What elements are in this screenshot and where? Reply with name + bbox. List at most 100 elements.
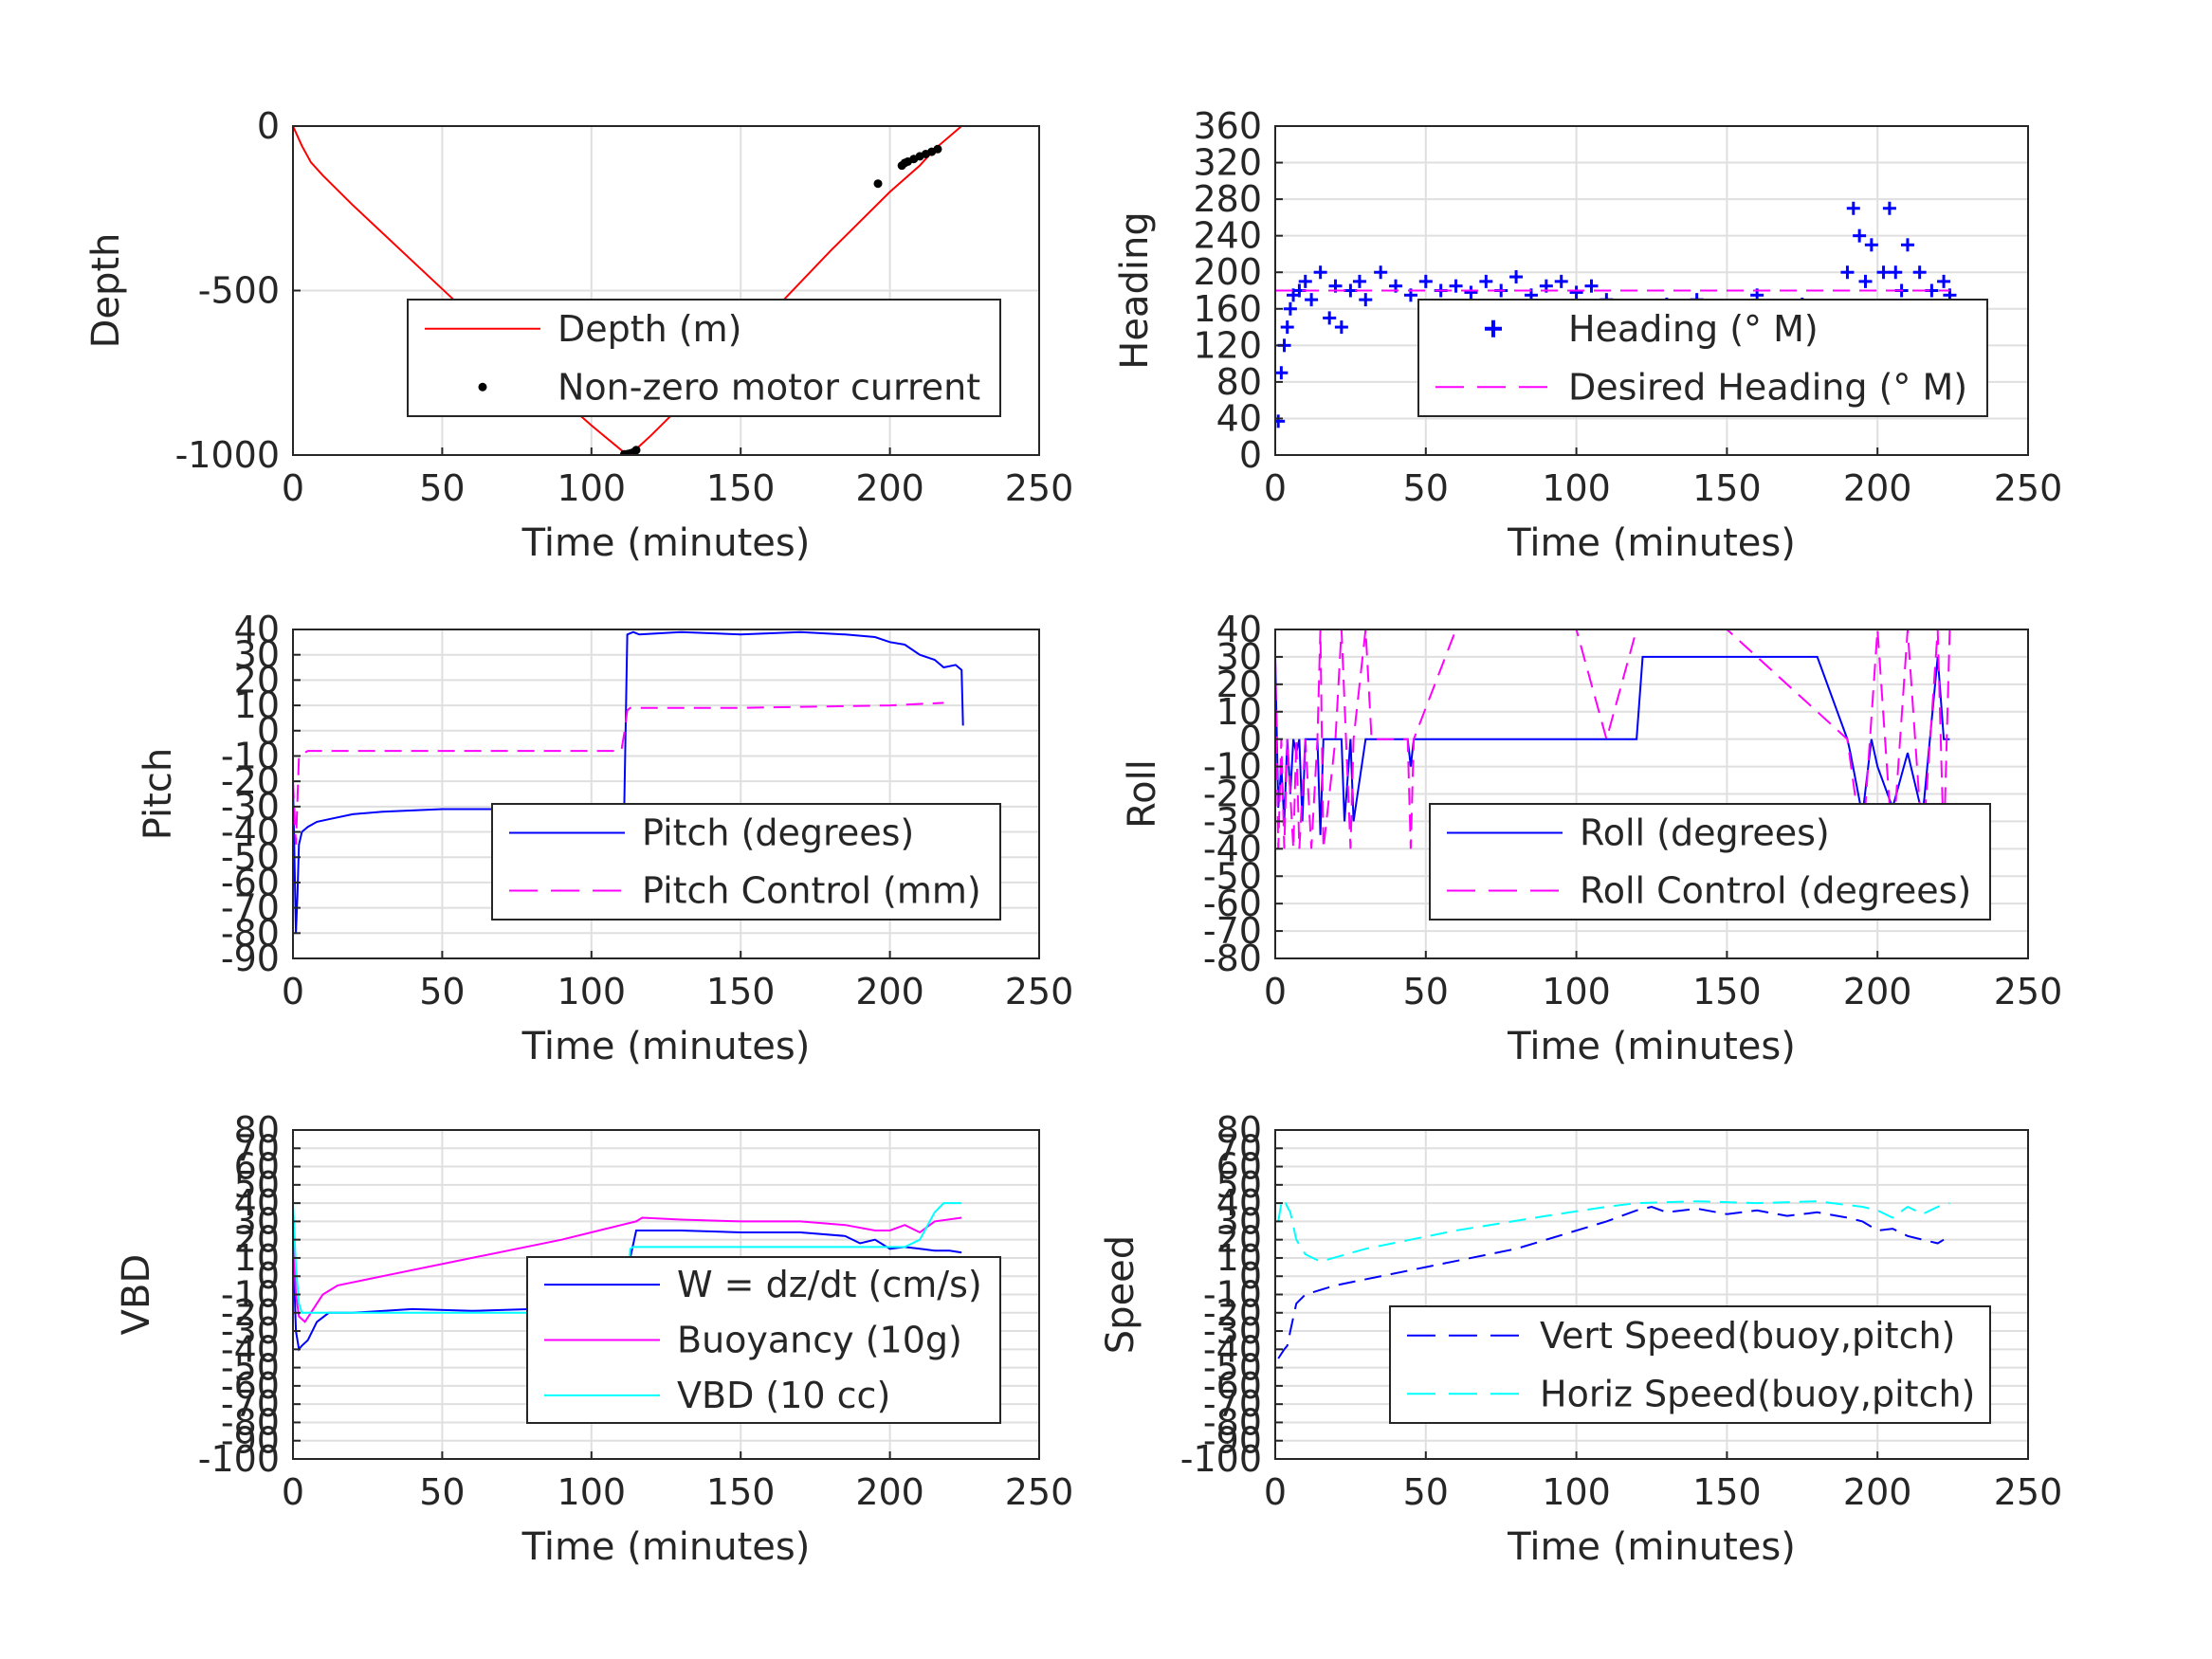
y-tick-label: 70	[234, 1127, 280, 1169]
ticks: 0 50 100 150 200 2500408012016020024028032036…	[1193, 105, 2062, 509]
series-point	[1853, 228, 1867, 243]
series-point	[1323, 311, 1337, 325]
series-point	[1464, 285, 1478, 300]
legend-entry: Horiz Speed(buoy,pitch)	[1407, 1373, 1975, 1414]
series-point	[1418, 274, 1433, 288]
y-tick-label: -40	[1203, 828, 1262, 869]
y-tick-label: -30	[221, 1310, 280, 1352]
y-tick-label: 40	[1216, 1182, 1262, 1224]
series-point	[1275, 414, 1286, 428]
series-point	[1858, 274, 1873, 288]
y-tick-label: -70	[1203, 910, 1262, 952]
series-point	[1298, 274, 1312, 288]
y-tick-label: 30	[234, 634, 280, 676]
x-axis-label: Time (minutes)	[1507, 1525, 1796, 1569]
legend-label: Vert Speed(buoy,pitch)	[1540, 1315, 1955, 1357]
x-tick-label: 250	[1005, 971, 1074, 1012]
y-tick-label: -1000	[175, 434, 280, 476]
y-tick-label: 10	[234, 1237, 280, 1279]
y-tick-label: -20	[1203, 1292, 1262, 1334]
y-tick-label: -10	[1203, 1274, 1262, 1316]
x-axis-label: Time (minutes)	[521, 521, 811, 565]
y-tick-label: -20	[221, 760, 280, 802]
y-tick-label: 10	[1216, 1237, 1262, 1279]
y-tick-label: 80	[234, 1109, 280, 1151]
y-tick-label: 80	[1216, 1109, 1262, 1151]
y-tick-label: -40	[1203, 1328, 1262, 1370]
y-tick-label: -90	[221, 1420, 280, 1462]
y-tick-label: -20	[1203, 774, 1262, 815]
y-tick-label: -20	[221, 1292, 280, 1334]
series-layer	[293, 630, 964, 934]
x-tick-label: 200	[855, 467, 924, 509]
legend-box	[491, 803, 1001, 921]
y-tick-label: -40	[221, 1328, 280, 1370]
y-tick-label: -70	[1203, 1383, 1262, 1425]
y-tick-label: -70	[221, 1383, 280, 1425]
y-tick-label: 60	[234, 1146, 280, 1188]
x-tick-label: 200	[855, 971, 924, 1012]
series-line-2	[293, 1216, 962, 1323]
y-tick-label: -50	[1203, 1347, 1262, 1389]
legend-entry: W = dz/dt (cm/s)	[544, 1264, 982, 1305]
y-tick-label: -50	[1203, 855, 1262, 897]
y-axis-label: Depth	[84, 233, 128, 349]
legend: Depth (m) Non-zero motor current	[407, 299, 1001, 417]
x-tick-label: 200	[1843, 971, 1912, 1012]
series-point	[631, 446, 641, 455]
y-tick-label: -30	[1203, 800, 1262, 842]
x-tick-label: 50	[1403, 971, 1449, 1012]
y-tick-label: 40	[1216, 609, 1262, 650]
legend-entry: Pitch (degrees)	[509, 812, 914, 854]
y-tick-label: -40	[221, 811, 280, 853]
series-line-1	[293, 126, 962, 455]
legend-label: VBD (10 cc)	[677, 1375, 890, 1416]
y-tick-label: -60	[221, 862, 280, 903]
y-tick-label: -50	[221, 1347, 280, 1389]
series-layer	[293, 126, 962, 455]
x-tick-label: 150	[706, 467, 776, 509]
series-point	[1374, 265, 1388, 280]
x-axis-label: Time (minutes)	[521, 1025, 811, 1068]
series-layer	[1275, 629, 1951, 849]
legend-label: Buoyancy (10g)	[677, 1320, 962, 1361]
legend: W = dz/dt (cm/s) Buoyancy (10g) VBD (10 cc…	[526, 1256, 1001, 1424]
x-tick-label: 0	[282, 467, 304, 509]
x-axis-label: Time (minutes)	[521, 1525, 811, 1569]
legend-entry: VBD (10 cc)	[544, 1375, 890, 1416]
ticks: 0 50 100 150 200 250-80-70-60-50-40-30-20-100…	[1203, 609, 2062, 1012]
legend-label: Roll Control (degrees)	[1580, 870, 1971, 912]
axes-box	[292, 629, 1040, 959]
series-point	[1584, 279, 1599, 293]
legend-marker	[1485, 319, 1502, 337]
series-point	[1889, 265, 1903, 280]
y-tick-label: -30	[221, 786, 280, 828]
y-tick-label: -80	[1203, 1401, 1262, 1443]
x-tick-label: 250	[1994, 1471, 2063, 1513]
y-tick-label: -80	[221, 1401, 280, 1443]
y-tick-label: -10	[221, 1274, 280, 1316]
y-tick-label: 160	[1193, 288, 1262, 330]
chart-panel-6: 0 50 100 150 200 250-100-90-80-70-60-50-40-30…	[1099, 1109, 2062, 1569]
series-point	[1912, 265, 1927, 280]
y-tick-label: -90	[221, 938, 280, 979]
y-tick-label: 0	[257, 105, 280, 147]
legend: Roll (degrees) Roll Control (degrees)	[1429, 803, 1991, 921]
series-line-1	[1277, 1205, 1945, 1359]
y-tick-label: -30	[1203, 1310, 1262, 1352]
legend-entry: Buoyancy (10g)	[544, 1320, 962, 1361]
y-axis-label: Speed	[1099, 1235, 1143, 1354]
legend: Vert Speed(buoy,pitch) Horiz Speed(buoy,p…	[1389, 1305, 1991, 1424]
x-tick-label: 200	[1843, 1471, 1912, 1513]
y-tick-label: 80	[1216, 361, 1262, 403]
x-tick-label: 150	[1692, 1471, 1762, 1513]
series-point	[1846, 201, 1860, 215]
legend-label: Roll (degrees)	[1580, 812, 1830, 854]
chart-panel-4: 0 50 100 150 200 250-80-70-60-50-40-30-20-100…	[1121, 609, 2062, 1068]
y-tick-label: 280	[1193, 178, 1262, 220]
y-tick-label: -500	[198, 270, 280, 312]
series-point	[1840, 265, 1855, 280]
y-tick-label: 10	[1216, 691, 1262, 733]
series-point	[873, 179, 883, 189]
